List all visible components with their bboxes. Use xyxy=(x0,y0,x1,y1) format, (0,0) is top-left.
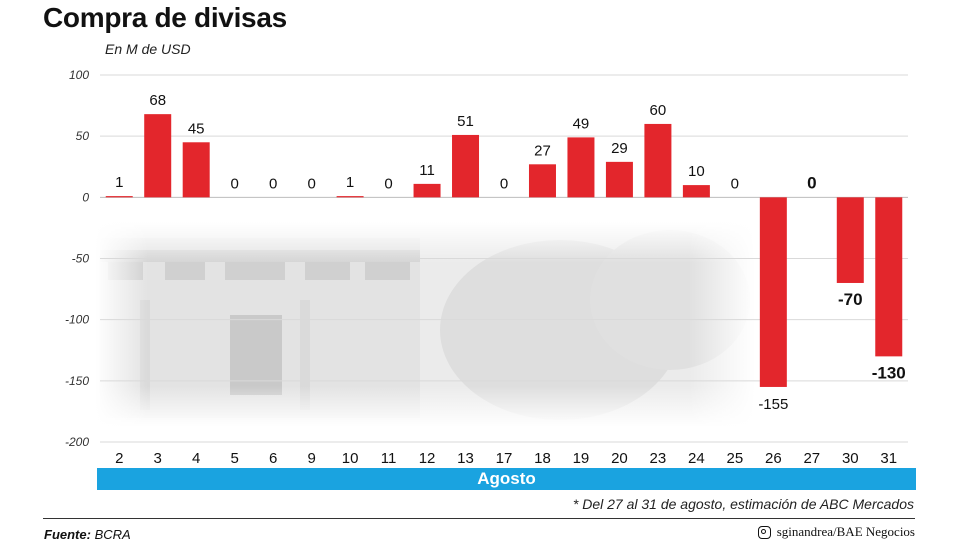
x-tick-label: 11 xyxy=(381,450,397,467)
credit: sginandrea/BAE Negocios xyxy=(757,524,915,540)
x-tick-label: 17 xyxy=(496,450,513,467)
x-axis-ticks: 2 3 4 5 6 9 10 11 12 13 17 18 19 20 23 24 25 26 27 30 31 xyxy=(115,450,897,467)
x-tick-label: 10 xyxy=(342,450,359,467)
data-label: -130 xyxy=(872,363,906,382)
bar xyxy=(182,142,210,198)
x-tick-label: 9 xyxy=(307,450,315,467)
bar xyxy=(105,196,133,198)
source-line: Fuente: BCRA xyxy=(44,527,131,542)
x-tick-label: 3 xyxy=(154,450,162,467)
bar xyxy=(644,123,672,198)
data-label: 1 xyxy=(115,174,123,191)
x-tick-label: 25 xyxy=(727,450,744,467)
bar-series xyxy=(105,114,903,387)
y-tick-label: 100 xyxy=(69,68,89,82)
y-tick-label: -50 xyxy=(72,252,90,266)
y-tick-label: 0 xyxy=(82,190,89,204)
data-label: 10 xyxy=(688,163,705,180)
x-axis-month-band: Agosto xyxy=(97,468,916,490)
x-tick-label: 24 xyxy=(688,450,705,467)
data-label: 45 xyxy=(188,120,205,137)
source-value: BCRA xyxy=(94,527,131,542)
data-label: 0 xyxy=(731,175,739,192)
x-tick-label: 26 xyxy=(765,450,782,467)
bar xyxy=(605,161,633,198)
chart-unit-label: En M de USD xyxy=(105,41,191,57)
x-tick-label: 27 xyxy=(803,450,820,467)
y-tick-label: -150 xyxy=(65,374,89,388)
footnote: * Del 27 al 31 de agosto, estimación de … xyxy=(572,496,914,512)
data-label: 1 xyxy=(346,174,354,191)
y-tick-label: -100 xyxy=(65,313,89,327)
data-label: -70 xyxy=(838,290,863,309)
data-label: 51 xyxy=(457,113,474,130)
data-label: 60 xyxy=(650,102,667,119)
x-tick-label: 30 xyxy=(842,450,859,467)
bar xyxy=(836,197,864,283)
x-tick-label: 2 xyxy=(115,450,123,467)
x-axis-month-label: Agosto xyxy=(477,469,536,488)
data-label: 29 xyxy=(611,140,628,157)
data-label: 0 xyxy=(230,175,238,192)
data-label: 27 xyxy=(534,142,551,159)
x-tick-label: 23 xyxy=(650,450,667,467)
x-tick-label: 18 xyxy=(534,450,551,467)
data-label: -155 xyxy=(758,396,788,413)
x-tick-label: 19 xyxy=(573,450,590,467)
x-tick-label: 6 xyxy=(269,450,277,467)
y-axis-ticks: 100 50 0 -50 -100 -150 -200 xyxy=(65,68,89,449)
data-label: 68 xyxy=(149,92,166,109)
data-label: 0 xyxy=(500,175,508,192)
data-label: 11 xyxy=(419,162,435,179)
footer-divider xyxy=(43,518,915,519)
bar xyxy=(682,185,710,198)
bar xyxy=(528,164,556,198)
bar xyxy=(875,197,903,357)
data-label: 0 xyxy=(807,173,816,192)
data-label: 0 xyxy=(307,175,315,192)
x-tick-label: 20 xyxy=(611,450,628,467)
credit-handle: sginandrea/BAE Negocios xyxy=(776,524,915,539)
bar xyxy=(452,134,480,198)
bar xyxy=(336,196,364,198)
x-tick-label: 31 xyxy=(880,450,897,467)
chart-title: Compra de divisas xyxy=(43,2,287,33)
data-label: 0 xyxy=(384,175,392,192)
x-tick-label: 12 xyxy=(419,450,436,467)
bar xyxy=(413,183,441,198)
data-label: 0 xyxy=(269,175,277,192)
y-tick-label: -200 xyxy=(65,435,89,449)
bar xyxy=(144,114,172,198)
x-tick-label: 5 xyxy=(230,450,238,467)
source-label: Fuente: xyxy=(44,527,91,542)
bar xyxy=(759,197,787,387)
x-tick-label: 4 xyxy=(192,450,200,467)
instagram-icon xyxy=(757,525,771,539)
background-photo-illustration xyxy=(95,222,755,427)
bar xyxy=(567,137,595,198)
data-label: 49 xyxy=(573,115,590,132)
y-tick-label: 50 xyxy=(76,129,90,143)
x-tick-label: 13 xyxy=(457,450,474,467)
